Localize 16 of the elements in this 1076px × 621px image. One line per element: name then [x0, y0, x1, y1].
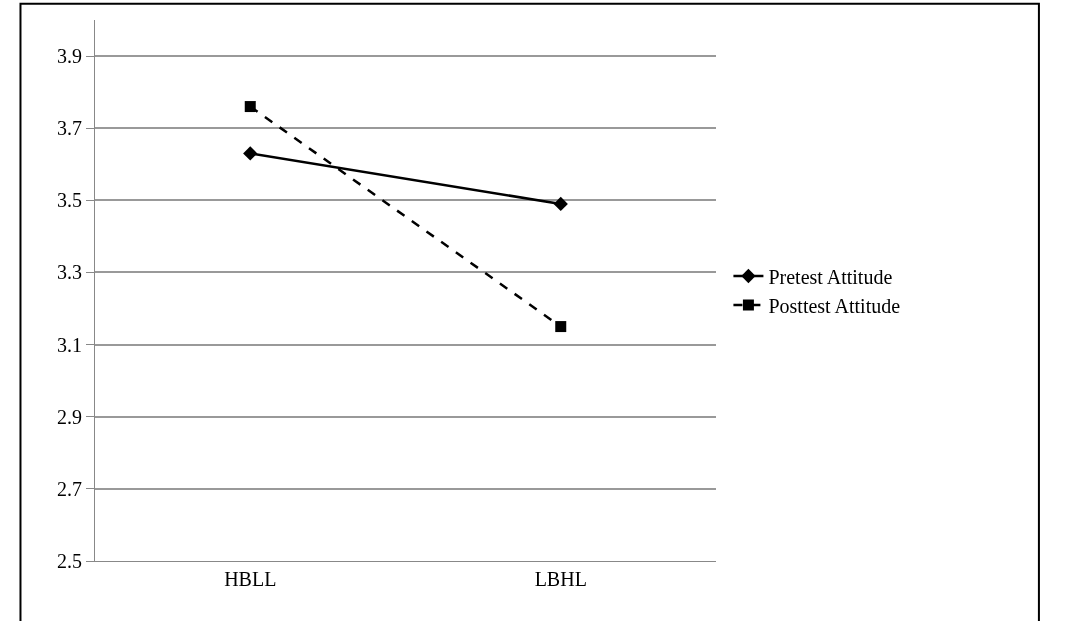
legend-label: Posttest Attitude: [768, 294, 901, 317]
y-tick-label: 2.5: [57, 550, 82, 572]
point: [243, 146, 258, 161]
point: [555, 321, 567, 333]
y-tick-label: 3.9: [57, 45, 82, 68]
legend-label: Pretest Attitude: [768, 265, 893, 288]
x-tick-label: HBLL: [224, 568, 277, 590]
point: [553, 196, 568, 212]
y-tick-label: 3.7: [57, 117, 82, 140]
x-tick-label: LBHL: [534, 568, 587, 590]
y-tick-label: 3.1: [57, 333, 82, 356]
y-tick-label: 3.5: [57, 189, 82, 212]
y-tick-label: 2.7: [57, 477, 82, 500]
point: [244, 101, 256, 113]
y-tick-label: 3.3: [57, 261, 82, 284]
y-tick-label: 2.9: [57, 405, 82, 428]
